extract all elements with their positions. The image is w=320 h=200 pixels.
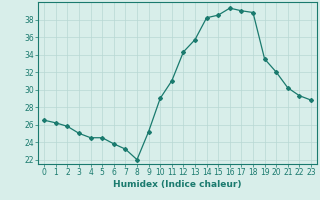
X-axis label: Humidex (Indice chaleur): Humidex (Indice chaleur) bbox=[113, 180, 242, 189]
